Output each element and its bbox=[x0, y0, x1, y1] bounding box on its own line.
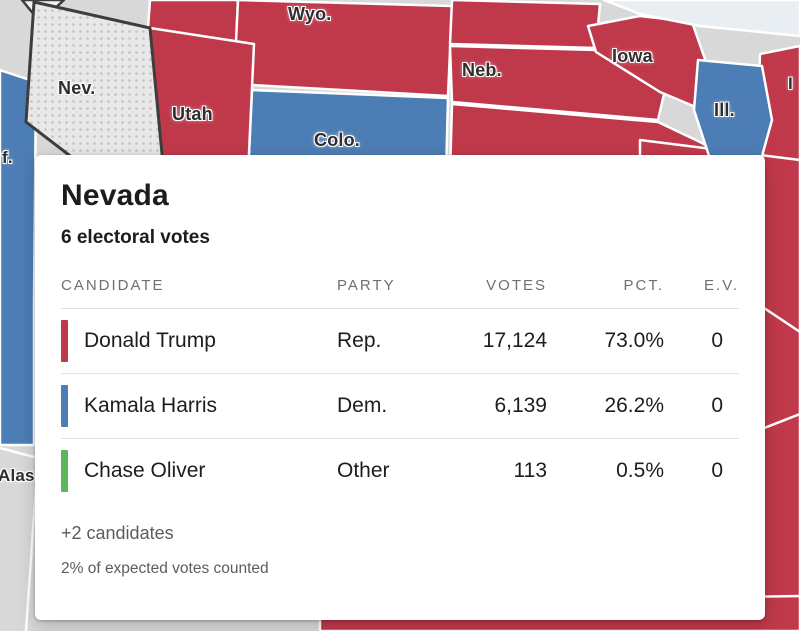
candidate-ev: 0 bbox=[711, 459, 723, 482]
table-row-harris: Kamala Harris Dem. 6,139 26.2% 0 bbox=[61, 373, 739, 438]
results-table-header: CANDIDATE PARTY VOTES PCT. E.V. bbox=[61, 273, 739, 309]
state-utah[interactable] bbox=[148, 26, 256, 177]
votes-counted-note: 2% of expected votes counted bbox=[61, 560, 269, 577]
header-votes: VOTES bbox=[486, 277, 547, 294]
party-color-bar bbox=[61, 320, 68, 362]
state-south-dakota[interactable] bbox=[448, 0, 602, 50]
more-candidates-note: +2 candidates bbox=[61, 523, 174, 543]
candidate-party: Other bbox=[337, 459, 390, 482]
tooltip-state-title: Nevada bbox=[61, 179, 169, 212]
candidate-name: Chase Oliver bbox=[84, 459, 206, 482]
candidate-name: Donald Trump bbox=[84, 329, 216, 352]
header-pct: PCT. bbox=[623, 277, 664, 294]
candidate-pct: 0.5% bbox=[616, 459, 664, 482]
candidate-ev: 0 bbox=[711, 329, 723, 352]
party-color-bar bbox=[61, 385, 68, 427]
header-candidate: CANDIDATE bbox=[61, 277, 165, 294]
state-wyoming[interactable] bbox=[232, 0, 454, 98]
table-row-trump: Donald Trump Rep. 17,124 73.0% 0 bbox=[61, 309, 739, 373]
candidate-party: Dem. bbox=[337, 394, 388, 417]
candidate-ev: 0 bbox=[711, 394, 723, 417]
header-party: PARTY bbox=[337, 277, 396, 294]
state-results-tooltip: Nevada 6 electoral votes CANDIDATE PARTY… bbox=[35, 155, 765, 620]
candidate-votes: 6,139 bbox=[494, 394, 547, 417]
candidate-votes: 113 bbox=[513, 459, 547, 482]
candidate-pct: 73.0% bbox=[604, 329, 664, 352]
table-row-oliver: Chase Oliver Other 113 0.5% 0 bbox=[61, 438, 739, 503]
candidate-votes: 17,124 bbox=[482, 329, 547, 352]
candidate-party: Rep. bbox=[337, 329, 382, 352]
candidate-pct: 26.2% bbox=[604, 394, 664, 417]
results-table: CANDIDATE PARTY VOTES PCT. E.V. Donald T… bbox=[61, 273, 739, 503]
candidate-name: Kamala Harris bbox=[84, 394, 218, 417]
state-upper-midwest[interactable] bbox=[602, 0, 800, 38]
party-color-bar bbox=[61, 450, 68, 492]
tooltip-electoral-votes: 6 electoral votes bbox=[61, 227, 210, 248]
header-ev: E.V. bbox=[704, 277, 739, 294]
